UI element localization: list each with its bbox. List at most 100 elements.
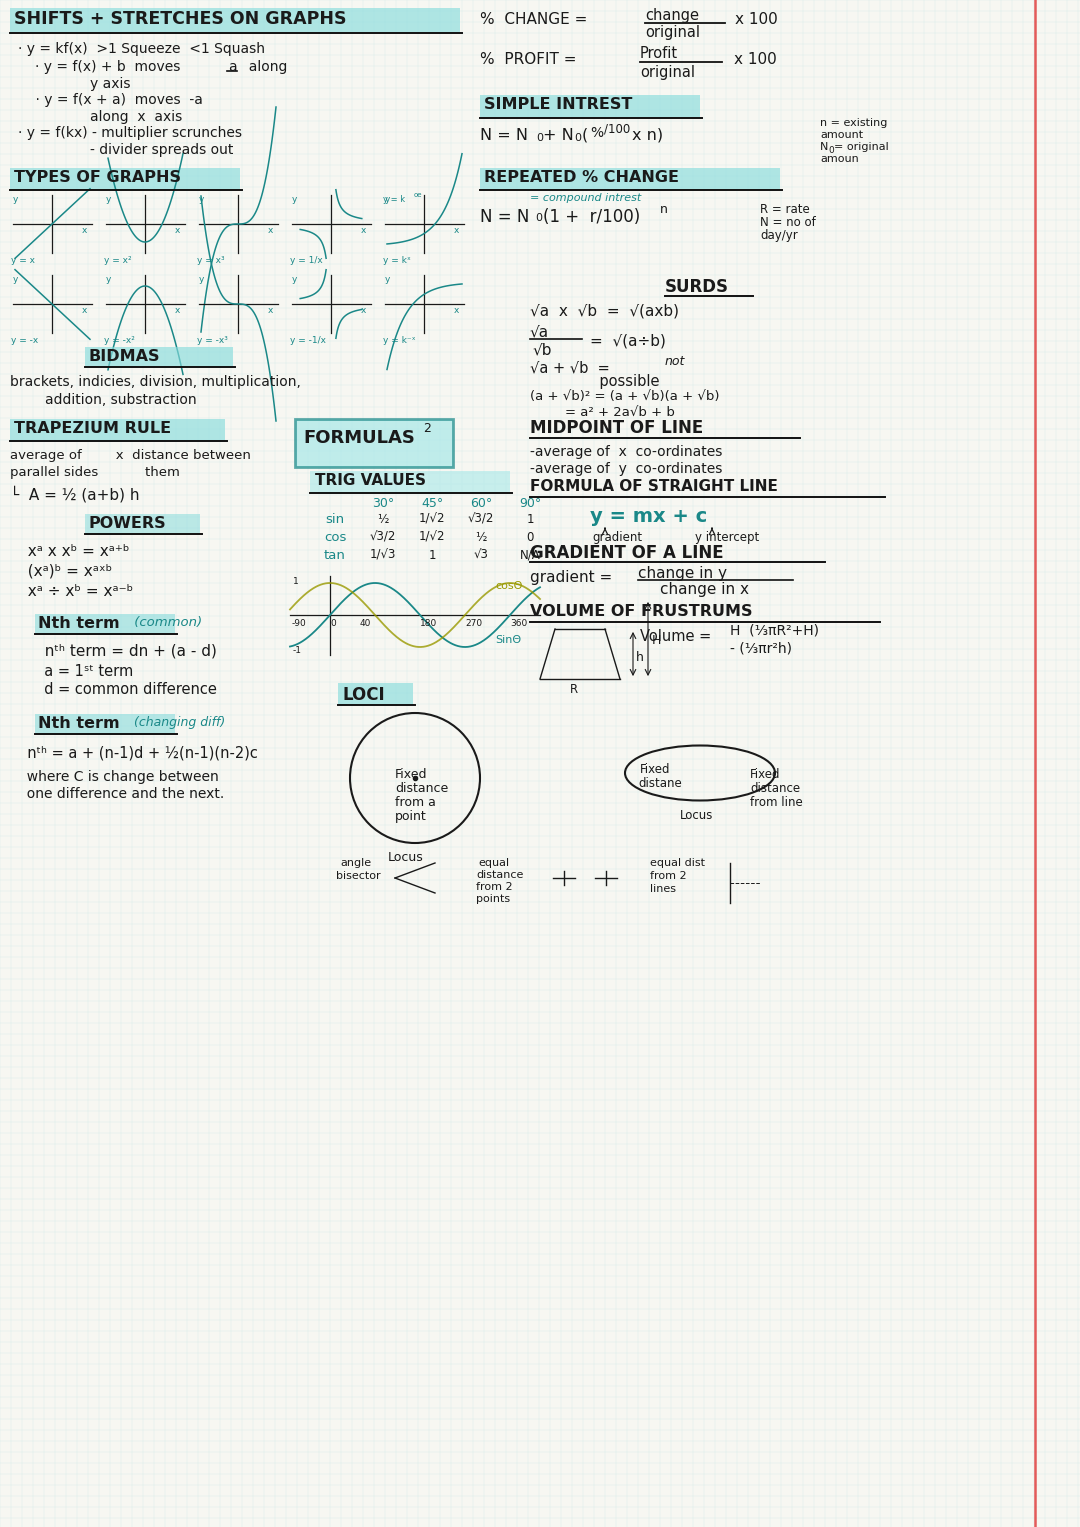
Bar [35,715,175,734]
Text: 1/√3: 1/√3 [369,550,396,562]
Text: possible: possible [530,374,660,389]
Text: - (⅓πr²h): - (⅓πr²h) [730,641,792,657]
Text: SinΘ: SinΘ [495,635,522,644]
Text: change in y: change in y [638,567,727,580]
Text: SHIFTS + STRETCHES ON GRAPHS: SHIFTS + STRETCHES ON GRAPHS [14,11,347,27]
Text: · y = kf(x)  >1 Squeeze  <1 Squash: · y = kf(x) >1 Squeeze <1 Squash [18,43,265,56]
Text: √a + √b  =: √a + √b = [530,360,619,376]
Text: BIDMAS: BIDMAS [87,350,160,363]
Text: (common): (common) [130,615,202,629]
Text: %  PROFIT =: % PROFIT = [480,52,577,67]
Text: n = existing: n = existing [820,118,888,128]
Text: FORMULA OF STRAIGHT LINE: FORMULA OF STRAIGHT LINE [530,479,778,495]
Text: √a: √a [530,324,549,339]
Text: y axis: y axis [90,76,131,92]
Text: change in x: change in x [660,582,750,597]
Text: Fixed: Fixed [750,768,781,780]
Text: n: n [660,203,667,215]
Text: √3: √3 [473,550,488,562]
Text: VOLUME OF FRUSTRUMS: VOLUME OF FRUSTRUMS [530,605,753,618]
Text: TRIG VALUES: TRIG VALUES [315,473,426,489]
Text: 40: 40 [360,618,372,628]
Text: SURDS: SURDS [665,278,729,296]
Text: xᵃ ÷ xᵇ = xᵃ⁻ᵇ: xᵃ ÷ xᵇ = xᵃ⁻ᵇ [18,583,133,599]
Text: N = N: N = N [480,208,529,226]
Text: y: y [384,195,390,205]
Text: Fixed: Fixed [395,768,428,780]
Text: %  CHANGE =: % CHANGE = [480,12,588,27]
Text: h: h [636,651,644,664]
Text: 1: 1 [429,550,435,562]
Text: x: x [361,305,366,315]
Text: 1/√2: 1/√2 [419,531,445,544]
Text: H  (⅓πR²+H): H (⅓πR²+H) [730,625,819,638]
Text: xᵃ x xᵇ = xᵃ⁺ᵇ: xᵃ x xᵇ = xᵃ⁺ᵇ [18,544,130,559]
Text: Volume =: Volume = [640,629,712,644]
Text: x: x [175,226,180,235]
Text: N = no of: N = no of [760,215,815,229]
Text: y = x²: y = x² [104,257,132,266]
Text: points: points [476,893,510,904]
Text: tan: tan [324,550,346,562]
Text: Profit: Profit [640,46,678,61]
Text: · y = f(x) + b  moves: · y = f(x) + b moves [35,60,185,73]
Bar [85,347,233,366]
Text: y: y [199,275,204,284]
Text: distance: distance [395,782,448,796]
Text: =  √(a÷b): = √(a÷b) [590,333,666,348]
Text: y = x³: y = x³ [197,257,225,266]
Text: POWERS: POWERS [87,516,165,531]
Text: 0: 0 [330,618,336,628]
Text: parallel sides           them: parallel sides them [10,466,180,479]
Text: x: x [268,226,273,235]
Text: y = -x²: y = -x² [104,336,135,345]
Text: oe: oe [414,192,422,199]
Text: MIDPOINT OF LINE: MIDPOINT OF LINE [530,418,703,437]
Text: x n): x n) [632,128,663,144]
Text: Fixed: Fixed [640,764,671,776]
Text: N = N: N = N [480,128,528,144]
Text: y = -1/x: y = -1/x [291,336,326,345]
Text: change: change [645,8,699,23]
Text: (a + √b)² = (a + √b)(a + √b): (a + √b)² = (a + √b)(a + √b) [530,389,719,403]
Text: not: not [665,354,686,368]
Bar [10,8,460,32]
Text: x: x [268,305,273,315]
Text: 270: 270 [465,618,482,628]
Text: cos: cos [324,531,347,544]
Text: -average of  y  co-ordinates: -average of y co-ordinates [530,463,723,476]
Text: y = k⁻ˣ: y = k⁻ˣ [383,336,416,345]
Text: 60°: 60° [470,496,492,510]
Text: FORMULAS: FORMULAS [303,429,415,447]
Text: gradient: gradient [592,531,643,544]
Bar [10,418,225,441]
Text: a: a [228,60,237,73]
Text: x: x [82,226,87,235]
Text: y: y [384,275,390,284]
Text: 2: 2 [423,421,431,435]
Text: amount: amount [820,130,863,140]
Text: bisector: bisector [336,870,380,881]
Text: √3/2: √3/2 [468,513,495,525]
Text: LOCI: LOCI [342,686,384,704]
Text: y = x: y = x [11,257,35,266]
Text: (changing diff): (changing diff) [130,716,226,728]
Text: 0: 0 [526,531,534,544]
Text: -90: -90 [292,618,307,628]
Text: TYPES OF GRAPHS: TYPES OF GRAPHS [14,169,181,185]
Text: 1/√2: 1/√2 [419,513,445,525]
Text: along  x  axis: along x axis [90,110,183,124]
Text: x 100: x 100 [735,12,778,27]
Text: R: R [570,683,578,696]
Text: Nth term: Nth term [38,716,120,731]
Text: x: x [82,305,87,315]
Text: √3/2: √3/2 [369,531,396,544]
Text: · y = f(x + a)  moves  -a: · y = f(x + a) moves -a [18,93,203,107]
Text: GRADIENT OF A LINE: GRADIENT OF A LINE [530,544,724,562]
Text: y: y [13,275,18,284]
Bar [295,418,453,467]
Text: y = -x³: y = -x³ [197,336,228,345]
Text: from line: from line [750,796,802,809]
Text: point: point [395,809,427,823]
Bar [35,614,175,634]
